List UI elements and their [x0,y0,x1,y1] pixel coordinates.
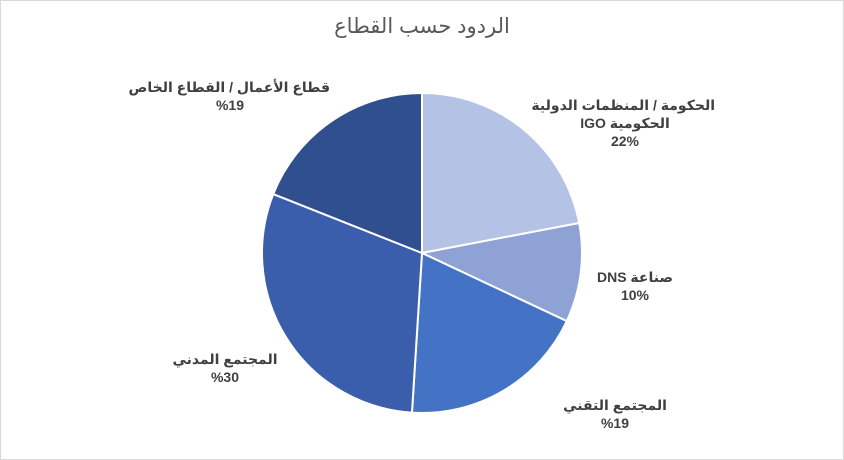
data-label-igo: الحكومة / المنظمات الدولية الحكومية IGO … [531,96,715,150]
data-label-dns: صناعة DNS 10% [580,268,690,304]
label-value: %30 [210,369,240,385]
pie-slice-0 [421,91,581,255]
pie-slice-3 [261,192,424,414]
label-text: المجتمع المدني [172,351,278,367]
pie-slice-4 [271,91,423,255]
label-value: 22% [610,133,640,149]
label-text: صناعة DNS [596,269,673,285]
label-value: 10% [620,287,650,303]
data-label-civil: المجتمع المدني %30 [170,350,280,386]
data-label-business: قطاع الأعمال / القطاع الخاص %19 [128,78,330,114]
label-text: الحكومية IGO [580,115,670,131]
label-value: %19 [600,415,630,431]
pie-slice-2 [410,251,569,414]
label-text: الحكومة / المنظمات الدولية [531,97,715,113]
label-value: %19 [215,97,245,113]
label-text: قطاع الأعمال / القطاع الخاص [128,79,330,95]
data-label-technical: المجتمع التقني %19 [560,396,670,432]
label-text: المجتمع التقني [563,397,667,413]
pie-slice-1 [418,221,583,323]
chart-title: الردود حسب القطاع [334,15,510,38]
